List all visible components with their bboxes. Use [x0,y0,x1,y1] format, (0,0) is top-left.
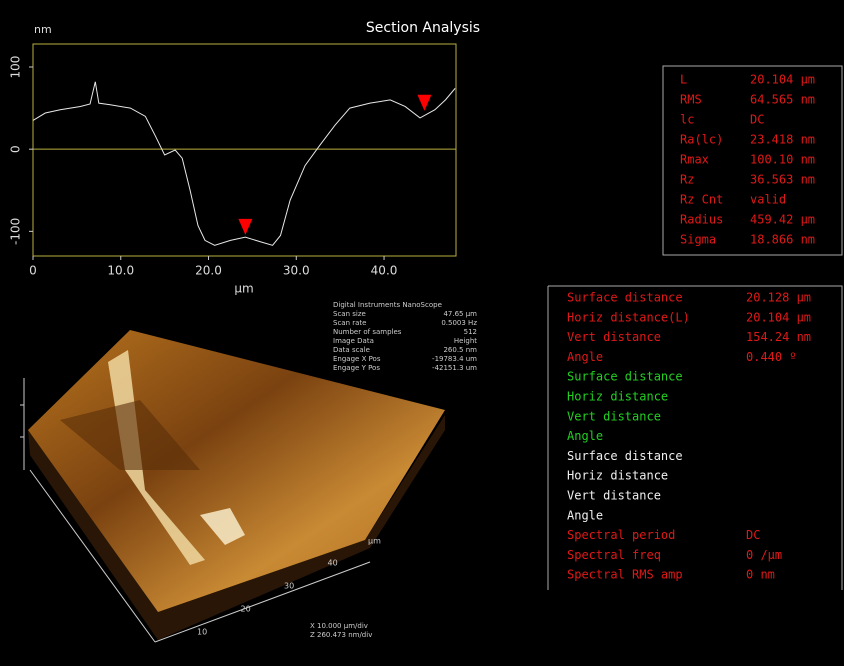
x-axis-label: µm [234,282,253,296]
peak [200,508,245,545]
meta-label: Number of samples [333,328,402,336]
meta-value: -42151.3 um [432,364,477,372]
x-tick-label: 40.0 [371,264,398,278]
measure-label: Horiz distance [567,469,668,483]
measure-label: Surface distance [567,370,683,384]
stats-box [662,65,843,256]
stat-label: Sigma [680,233,716,247]
cursor [417,94,432,111]
meta-value: 0.5003 Hz [441,319,477,327]
measure-value: DC [746,528,760,542]
measure-label: Surface distance [567,291,683,305]
profile-line [32,81,456,246]
y-tick-label: -100 [9,218,23,245]
profile-plot: 100 0 -100 0 10.0 20.0 30.0 40.0 [9,43,457,278]
stat-value: 20.104 µm [750,73,815,87]
meta-value: -19783.4 um [432,355,477,363]
measure-value: 0 nm [746,568,775,582]
measure-label: Angle [567,350,603,364]
meta-value: 512 [464,328,477,336]
axis [154,561,371,643]
meta-label: Engage Y Pos [333,364,380,372]
stat-label: Rz Cnt [680,193,723,207]
stat-value: 36.563 nm [750,173,815,187]
stat-label: Ra(lc) [680,133,723,147]
scale-text: X 10.000 µm/div [310,622,368,630]
axis-label: 10 [197,628,207,637]
measurements: Surface distance 20.128 µm Horiz distance(… [567,291,811,582]
stat-value: DC [750,113,764,127]
measure-label: Surface distance [567,449,683,463]
meta-value: 47.65 µm [443,310,477,318]
stat-value: 64.565 nm [750,93,815,107]
surface-render [20,330,445,643]
stats: L 20.104 µm RMS 64.565 nm lc DC Ra(lc) 23.418 n… [680,73,815,247]
y-tick-label: 0 [9,145,23,153]
x-tick-label: 10.0 [107,264,134,278]
measure-label: Horiz distance [567,390,668,404]
x-tick-label: 20.0 [195,264,222,278]
meta-value: 260.5 nm [443,346,477,354]
stat-label: Rz [680,173,694,187]
axis-label: 40 [328,559,338,568]
scale-text: Z 260.473 nm/div [310,631,372,639]
chart-title: Section Analysis [366,20,480,36]
stat-label: Radius [680,213,723,227]
measure-label: Vert distance [567,409,661,423]
valley [60,400,200,470]
meta-label: Image Data [333,337,374,345]
meta-label: Engage X Pos [333,355,381,363]
axis-unit: µm [368,537,381,546]
measure-label: Spectral RMS amp [567,568,683,582]
meta-value: Height [454,337,477,345]
measure-label: Angle [567,508,603,522]
stat-value: 100.10 nm [750,153,815,167]
measure-value: 0 /µm [746,548,782,562]
axis-label: 20 [241,605,251,614]
measure-box [547,285,843,590]
measure-value: 0.440 º [746,350,797,364]
y-axis-label: nm [34,23,52,36]
stat-value: 18.866 nm [750,233,815,247]
stat-label: RMS [680,93,702,107]
stat-value: 23.418 nm [750,133,815,147]
measure-value: 20.128 µm [746,291,811,305]
stat-value: 459.42 µm [750,213,815,227]
stat-label: Rmax [680,153,709,167]
stat-value: valid [750,193,786,207]
measure-label: Vert distance [567,489,661,503]
measure-value: 20.104 µm [746,310,811,324]
y-tick-label: 100 [9,56,23,79]
x-tick-label: 0 [29,264,37,278]
stat-label: L [680,73,687,87]
block-side [28,415,445,640]
meta-label: Scan rate [333,319,366,327]
cursor [238,218,253,235]
meta-header: Digital Instruments NanoScope [333,301,442,309]
measure-label: Angle [567,429,603,443]
axis [29,469,156,643]
measure-label: Spectral period [567,528,675,542]
measure-label: Spectral freq [567,548,661,562]
x-tick-label: 30.0 [283,264,310,278]
measure-value: 154.24 nm [746,330,811,344]
stat-label: lc [680,113,694,127]
measure-label: Horiz distance(L) [567,310,690,324]
axis-label: 30 [284,582,294,591]
plot-frame [32,43,457,257]
meta-label: Data scale [333,346,370,354]
measure-label: Vert distance [567,330,661,344]
meta-label: Scan size [333,310,366,318]
